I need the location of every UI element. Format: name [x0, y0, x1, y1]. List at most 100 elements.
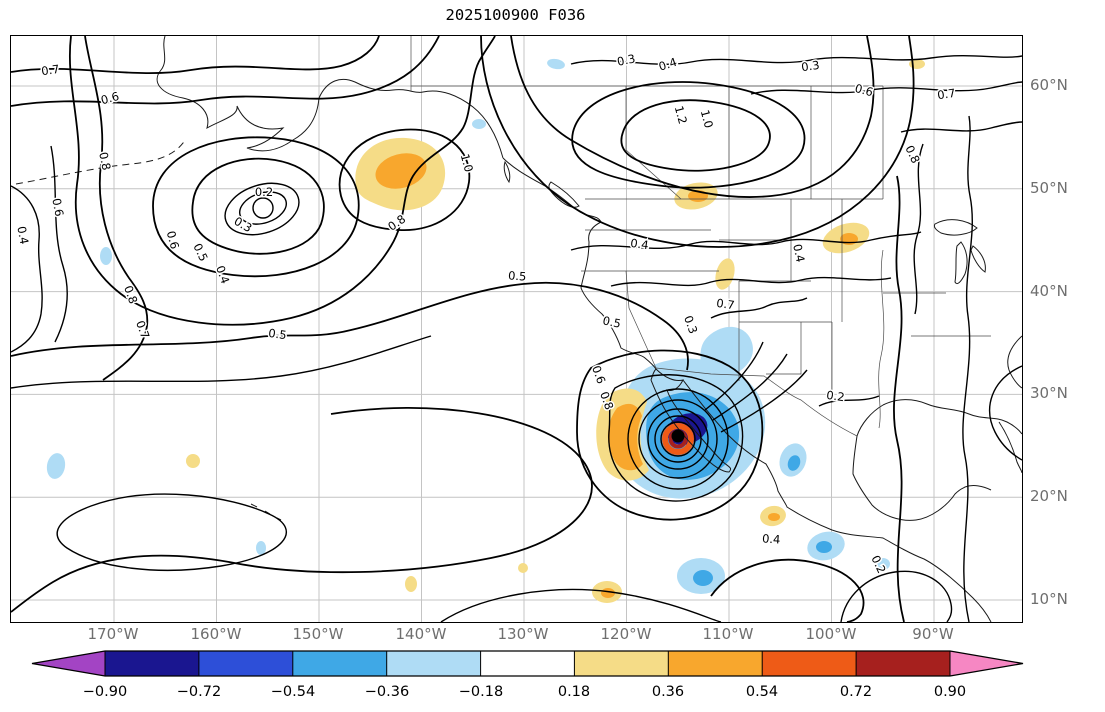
lat-tick-label: 40°N [1030, 282, 1068, 300]
contour-path [576, 349, 764, 521]
lon-tick-label: 120°W [600, 625, 652, 643]
contour-label: 0.7 [936, 86, 956, 102]
border-path [655, 367, 858, 437]
contour-label: 0.5 [508, 268, 527, 283]
anomaly-patch [472, 119, 486, 129]
contour-label: 0.2 [826, 388, 846, 404]
colorbar-tick-label: 0.54 [745, 684, 779, 700]
coastline-path [502, 157, 657, 370]
contour-path [510, 36, 875, 198]
cyclone-feature [627, 341, 808, 490]
anomaly-patch [518, 563, 528, 573]
contour-label: 0.6 [853, 81, 874, 99]
lat-tick-label: 10°N [1030, 590, 1068, 608]
contour-path [710, 558, 865, 622]
colorbar-tick-label: −0.18 [458, 684, 504, 700]
anomaly-patch [46, 453, 66, 479]
coastline-path [682, 379, 992, 622]
contour-label: 0.2 [255, 185, 273, 199]
contour-path [571, 81, 806, 189]
anomaly-patch [607, 403, 643, 471]
anomaly-patch [256, 541, 266, 555]
contour-label: 1.2 [672, 104, 690, 125]
contour-path [56, 493, 288, 571]
contour-label: 0.8 [96, 151, 113, 172]
contour-path [962, 115, 973, 622]
contour-path [50, 145, 68, 343]
contour-path [608, 374, 744, 502]
contour-label: 0.3 [616, 51, 637, 68]
contour-label: 0.4 [213, 264, 232, 286]
lon-tick-label: 140°W [395, 625, 447, 643]
contour-label: 0.4 [630, 236, 650, 252]
contour-path [11, 281, 689, 371]
contour-label: 0.7 [133, 319, 152, 341]
graticule-gridlines [11, 36, 1022, 622]
anomaly-patch [768, 513, 780, 521]
contour-path [11, 185, 43, 353]
colorbar-tick-label: −0.72 [176, 684, 222, 700]
lon-tick-label: 150°W [292, 625, 344, 643]
coastline-path [548, 181, 580, 208]
map-canvas: 0.7 0.6 0.8 0.6 0.4 0.8 0.7 0.2 0.3 0.4 … [11, 36, 1022, 622]
cyclone-ring [647, 408, 709, 470]
contour-path [224, 182, 300, 236]
contour-path [338, 128, 471, 231]
contour-label: 0.6 [164, 229, 182, 250]
anomaly-patch [100, 247, 112, 265]
contour-path [68, 36, 496, 326]
contour-label: 0.5 [601, 313, 622, 330]
colorbar-tick-label: 0.90 [933, 684, 967, 700]
contour-path [440, 588, 722, 622]
anomaly-patch [654, 474, 668, 494]
colorbar-tick-label: 0.72 [839, 684, 873, 700]
contour-label: 0.6 [49, 197, 66, 217]
lat-tick-label: 30°N [1030, 384, 1068, 402]
contour-label: 0.7 [40, 62, 60, 78]
contour-path [11, 36, 440, 107]
coastline-path [970, 245, 986, 273]
contour-path [610, 276, 892, 287]
contour-label: 0.4 [657, 55, 679, 74]
lat-tick-label: 50°N [1030, 179, 1068, 197]
anomaly-patch [745, 417, 763, 439]
contour-path [750, 81, 1022, 95]
coastlines [15, 36, 1022, 622]
contour-path [913, 143, 924, 315]
coastline-path [1007, 335, 1022, 389]
contour-path [620, 99, 771, 172]
contour-path [11, 407, 593, 613]
lon-tick-label: 90°W [912, 625, 954, 643]
border-path [766, 322, 802, 375]
coastline-path [882, 399, 1022, 435]
colorbar-segment [856, 651, 951, 676]
contour-path [252, 197, 274, 219]
contour-path [818, 395, 880, 407]
anomaly-patch [909, 59, 925, 69]
anomaly-patch [375, 153, 427, 189]
coastline-path [503, 160, 511, 184]
contour-label: 0.7 [716, 296, 736, 312]
contour-path [11, 36, 380, 75]
contour-label: 0.3 [681, 314, 700, 336]
contour-path [710, 297, 808, 319]
contour-path [239, 191, 287, 225]
cyclone-outflow-contour [704, 341, 764, 411]
coastline-path [998, 421, 1022, 474]
state-borders [410, 36, 991, 437]
anomaly-patch [601, 588, 615, 598]
lon-tick-label: 170°W [87, 625, 139, 643]
anomaly-patch [186, 454, 200, 468]
colorbar-tick-label: 0.36 [651, 684, 685, 700]
contour-path [840, 570, 953, 622]
colorbar-left-arrow [32, 651, 105, 676]
colorbar-tick-label: −0.36 [364, 684, 410, 700]
shaded-anomaly-patches [46, 58, 925, 603]
contour-path [11, 335, 432, 389]
anomaly-patch [693, 570, 713, 586]
anomaly-patch [787, 455, 801, 471]
colorbar-segment [574, 651, 669, 676]
contour-lines [11, 36, 1022, 622]
contour-label: 0.6 [589, 364, 608, 386]
